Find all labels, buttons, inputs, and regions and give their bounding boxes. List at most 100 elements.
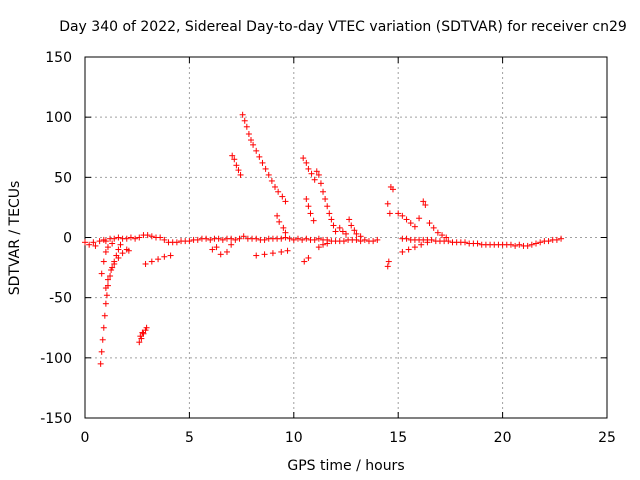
data-point bbox=[315, 235, 322, 242]
data-point bbox=[136, 234, 143, 241]
data-point bbox=[86, 241, 93, 248]
series-positive-arc-2 bbox=[239, 111, 289, 205]
x-tick-label: 5 bbox=[185, 430, 194, 446]
series-positive-arc-4 bbox=[300, 155, 339, 235]
data-point bbox=[336, 224, 343, 231]
data-point bbox=[384, 200, 391, 207]
y-tick-labels: -150 -100 -50 0 50 100 150 bbox=[40, 50, 72, 427]
data-point bbox=[299, 236, 306, 243]
series-positive-arc-5 bbox=[336, 216, 364, 240]
data-point bbox=[243, 123, 250, 130]
grid-lines bbox=[85, 57, 607, 418]
data-point bbox=[259, 159, 266, 166]
data-point bbox=[103, 292, 110, 299]
data-point bbox=[553, 236, 560, 243]
data-point bbox=[313, 168, 320, 175]
data-point bbox=[228, 241, 235, 248]
data-point bbox=[399, 212, 406, 219]
data-point bbox=[235, 167, 242, 174]
data-point bbox=[307, 210, 314, 217]
data-point bbox=[403, 216, 410, 223]
data-point bbox=[203, 235, 210, 242]
data-point bbox=[213, 244, 220, 251]
data-point bbox=[215, 235, 222, 242]
data-point bbox=[343, 230, 349, 237]
data-point bbox=[229, 152, 236, 159]
data-point bbox=[250, 141, 257, 148]
x-tick-label: 25 bbox=[598, 430, 616, 446]
data-point bbox=[320, 188, 327, 195]
data-point bbox=[361, 236, 368, 243]
data-point bbox=[439, 232, 446, 239]
data-point bbox=[98, 270, 105, 277]
series-short-negative-track bbox=[136, 324, 150, 346]
data-point bbox=[405, 246, 412, 253]
data-point bbox=[109, 240, 116, 247]
data-point bbox=[272, 183, 279, 190]
data-point bbox=[389, 186, 396, 193]
data-point bbox=[253, 252, 260, 259]
data-point bbox=[274, 212, 281, 219]
y-axis-label: SDTVAR / TECUs bbox=[7, 181, 23, 296]
data-point bbox=[256, 153, 263, 160]
data-point bbox=[100, 324, 107, 331]
data-point bbox=[82, 239, 88, 246]
data-point bbox=[280, 224, 287, 231]
data-point bbox=[416, 215, 423, 222]
x-tick-label: 10 bbox=[285, 430, 303, 446]
y-tick-label: 150 bbox=[45, 50, 72, 66]
data-point bbox=[305, 203, 312, 210]
data-point bbox=[228, 235, 235, 242]
data-point bbox=[253, 147, 260, 154]
data-point bbox=[357, 233, 364, 240]
data-point bbox=[148, 258, 155, 265]
data-point bbox=[132, 235, 139, 242]
data-point bbox=[426, 220, 433, 227]
data-point bbox=[102, 238, 109, 245]
data-point bbox=[374, 236, 381, 243]
data-point bbox=[161, 253, 168, 260]
data-point bbox=[284, 247, 291, 254]
data-point bbox=[315, 171, 322, 178]
data-point bbox=[370, 238, 377, 245]
data-point bbox=[127, 234, 134, 241]
data-point bbox=[123, 235, 130, 242]
series-positive-arc-1 bbox=[229, 152, 244, 178]
data-point bbox=[324, 240, 331, 247]
data-point bbox=[268, 177, 275, 184]
data-point bbox=[301, 258, 308, 265]
data-point bbox=[167, 252, 174, 259]
data-point bbox=[261, 251, 268, 258]
data-point bbox=[411, 223, 418, 230]
data-point bbox=[403, 235, 410, 242]
data-point bbox=[395, 210, 402, 217]
data-point bbox=[279, 193, 286, 200]
data-point bbox=[125, 247, 132, 254]
data-point bbox=[97, 360, 104, 367]
data-point bbox=[303, 195, 310, 202]
data-point bbox=[261, 236, 268, 243]
data-point bbox=[418, 241, 425, 248]
data-point bbox=[276, 218, 283, 225]
data-point bbox=[137, 333, 144, 340]
x-tick-labels: 0 5 10 15 20 25 bbox=[81, 430, 616, 446]
series-positive-arc-3 bbox=[274, 212, 289, 236]
data-point bbox=[99, 336, 106, 343]
data-point bbox=[186, 238, 193, 245]
data-point bbox=[140, 330, 147, 337]
data-point bbox=[241, 117, 248, 124]
axis-ticks bbox=[84, 56, 608, 419]
y-tick-label: -50 bbox=[49, 291, 72, 307]
data-point bbox=[239, 111, 246, 118]
data-point bbox=[253, 235, 260, 242]
data-point bbox=[558, 235, 565, 242]
data-point bbox=[411, 244, 418, 251]
data-point bbox=[428, 236, 435, 243]
data-point bbox=[399, 248, 406, 255]
data-point bbox=[139, 329, 146, 336]
data-point bbox=[443, 234, 450, 241]
data-point bbox=[424, 239, 431, 246]
y-tick-label: -150 bbox=[40, 411, 72, 427]
data-point bbox=[294, 235, 301, 242]
